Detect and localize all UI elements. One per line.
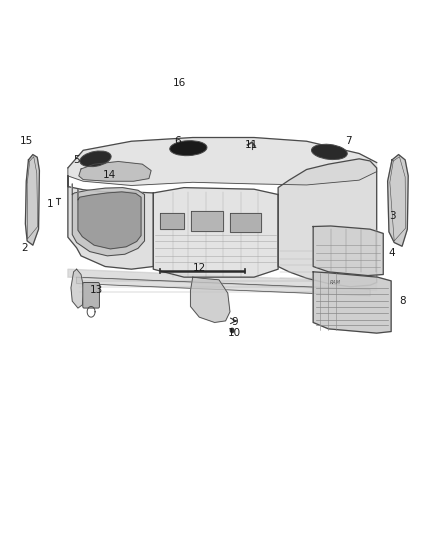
- Text: 2: 2: [21, 243, 28, 253]
- Text: 12: 12: [193, 263, 206, 272]
- Polygon shape: [160, 213, 184, 229]
- Text: 5: 5: [73, 155, 80, 165]
- Polygon shape: [77, 277, 370, 296]
- Circle shape: [230, 328, 234, 333]
- Polygon shape: [68, 138, 377, 185]
- Polygon shape: [68, 176, 153, 269]
- Text: 8: 8: [399, 296, 406, 306]
- Text: 14: 14: [103, 170, 116, 180]
- Polygon shape: [313, 226, 383, 276]
- Polygon shape: [25, 155, 39, 245]
- Text: 13: 13: [90, 286, 103, 295]
- Ellipse shape: [170, 141, 207, 156]
- Text: 11: 11: [245, 140, 258, 150]
- FancyBboxPatch shape: [83, 282, 99, 308]
- Polygon shape: [153, 188, 278, 277]
- Polygon shape: [72, 184, 145, 256]
- Polygon shape: [278, 159, 377, 287]
- Text: 9: 9: [231, 318, 238, 327]
- Text: 15: 15: [20, 136, 33, 146]
- Ellipse shape: [80, 151, 111, 167]
- Text: 1: 1: [47, 199, 54, 208]
- Text: RAM: RAM: [329, 280, 341, 285]
- Polygon shape: [313, 272, 391, 333]
- Polygon shape: [230, 213, 261, 232]
- Polygon shape: [78, 189, 141, 249]
- Text: 10: 10: [228, 328, 241, 338]
- Polygon shape: [68, 269, 377, 290]
- Polygon shape: [191, 277, 230, 322]
- Polygon shape: [191, 211, 223, 231]
- Polygon shape: [71, 269, 84, 308]
- Ellipse shape: [311, 144, 347, 159]
- Text: 3: 3: [389, 211, 396, 221]
- Text: 16: 16: [173, 78, 186, 87]
- Text: 4: 4: [389, 248, 396, 258]
- Polygon shape: [388, 155, 408, 246]
- Polygon shape: [79, 161, 151, 181]
- Text: 7: 7: [345, 136, 352, 146]
- Text: 6: 6: [174, 136, 181, 146]
